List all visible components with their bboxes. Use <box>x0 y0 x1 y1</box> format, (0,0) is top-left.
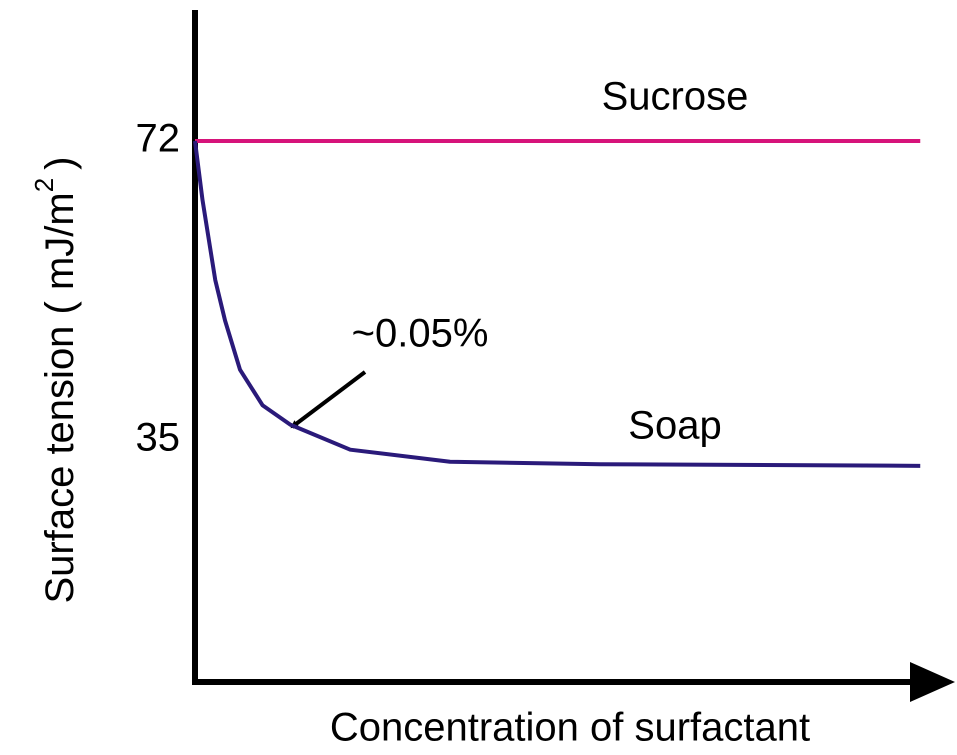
series-label: Soap <box>628 403 721 447</box>
y-label-main: Surface tension ( mJ/m <box>38 192 82 603</box>
series-line <box>193 140 921 468</box>
y-label-end: ) <box>38 156 82 169</box>
x-axis-arrow <box>910 662 955 702</box>
x-axis-label: Concentration of surfactant <box>330 706 810 750</box>
y-axis-label: Surface tension ( mJ/m2) <box>29 156 82 603</box>
y-tick-label: 72 <box>136 117 181 161</box>
annotation: ~0.05% <box>352 312 489 356</box>
y-label-sup: 2 <box>29 178 59 192</box>
series-label: Sucrose <box>602 75 749 119</box>
y-tick-label: 35 <box>136 416 181 460</box>
annotation-arrow <box>290 370 367 429</box>
